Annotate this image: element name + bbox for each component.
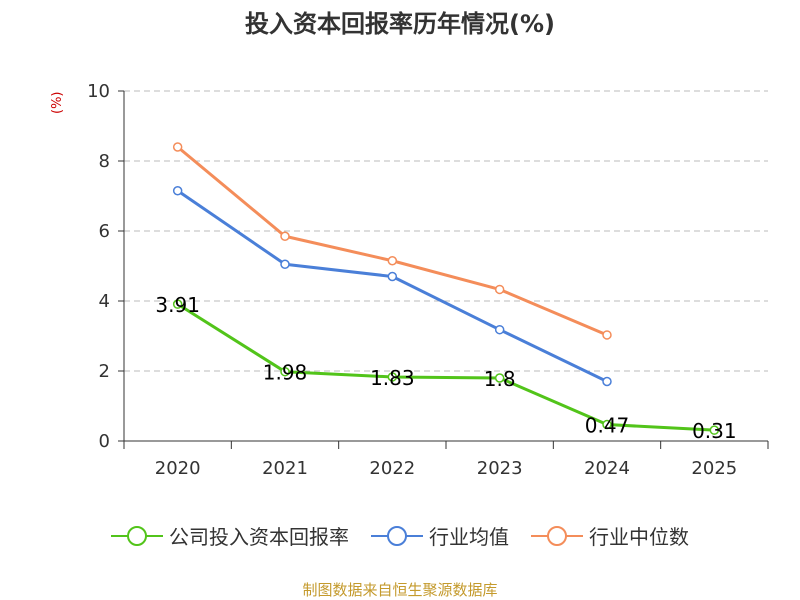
legend-marker <box>127 525 147 546</box>
x-tick-label: 2022 <box>369 458 415 479</box>
x-tick-label: 2024 <box>584 458 630 479</box>
data-point <box>494 284 505 295</box>
data-label: 1.98 <box>263 361 308 385</box>
legend-marker <box>387 525 407 546</box>
data-label: 0.31 <box>692 419 737 443</box>
y-tick-label: 0 <box>99 431 110 452</box>
data-point <box>602 376 612 387</box>
data-point <box>494 324 505 335</box>
data-point <box>387 271 398 282</box>
legend-item-company[interactable]: 公司投入资本回报率 <box>111 521 349 550</box>
legend-label-company: 公司投入资本回报率 <box>169 525 349 549</box>
data-point <box>602 330 612 340</box>
data-point <box>172 299 183 309</box>
legend-marker <box>547 525 567 546</box>
y-tick-label: 10 <box>87 81 110 102</box>
legend-swatch-industry-mean <box>371 525 423 546</box>
legend-label-industry-median: 行业中位数 <box>589 525 689 549</box>
data-point <box>172 142 183 152</box>
y-tick-label: 6 <box>99 221 110 242</box>
chart-title: 投入资本回报率历年情况(%) <box>245 10 555 38</box>
y-tick-label: 2 <box>99 361 110 382</box>
data-point <box>172 186 183 196</box>
legend-swatch-company <box>111 525 163 546</box>
legend-item-industry-mean[interactable]: 行业均值 <box>371 521 509 550</box>
x-tick-label: 2025 <box>691 458 737 479</box>
x-tick-label: 2020 <box>155 458 201 479</box>
series-line <box>176 302 715 432</box>
data-label: 0.47 <box>585 414 630 438</box>
data-point <box>280 259 290 269</box>
x-tick-label: 2023 <box>477 458 523 479</box>
x-tick-label: 2021 <box>262 458 308 479</box>
data-label: 1.83 <box>370 366 415 390</box>
y-tick-label: 4 <box>99 291 110 312</box>
series-line <box>176 145 608 337</box>
legend-label-industry-mean: 行业均值 <box>429 525 509 549</box>
legend: 公司投入资本回报率 行业均值 行业中位数 <box>0 521 800 550</box>
data-point <box>602 419 612 430</box>
data-label: 3.91 <box>155 293 200 317</box>
data-point <box>387 256 398 266</box>
legend-swatch-industry-median <box>531 525 583 546</box>
y-tick-label: 8 <box>99 151 110 172</box>
data-point <box>280 366 290 377</box>
series-line <box>176 189 608 383</box>
data-point <box>280 231 290 241</box>
data-source: 制图数据来自恒生聚源数据库 <box>302 581 498 599</box>
legend-item-industry-median[interactable]: 行业中位数 <box>531 521 689 550</box>
data-point <box>387 372 398 382</box>
data-point <box>709 425 720 435</box>
data-point <box>494 373 505 383</box>
data-label: 1.8 <box>484 367 516 391</box>
